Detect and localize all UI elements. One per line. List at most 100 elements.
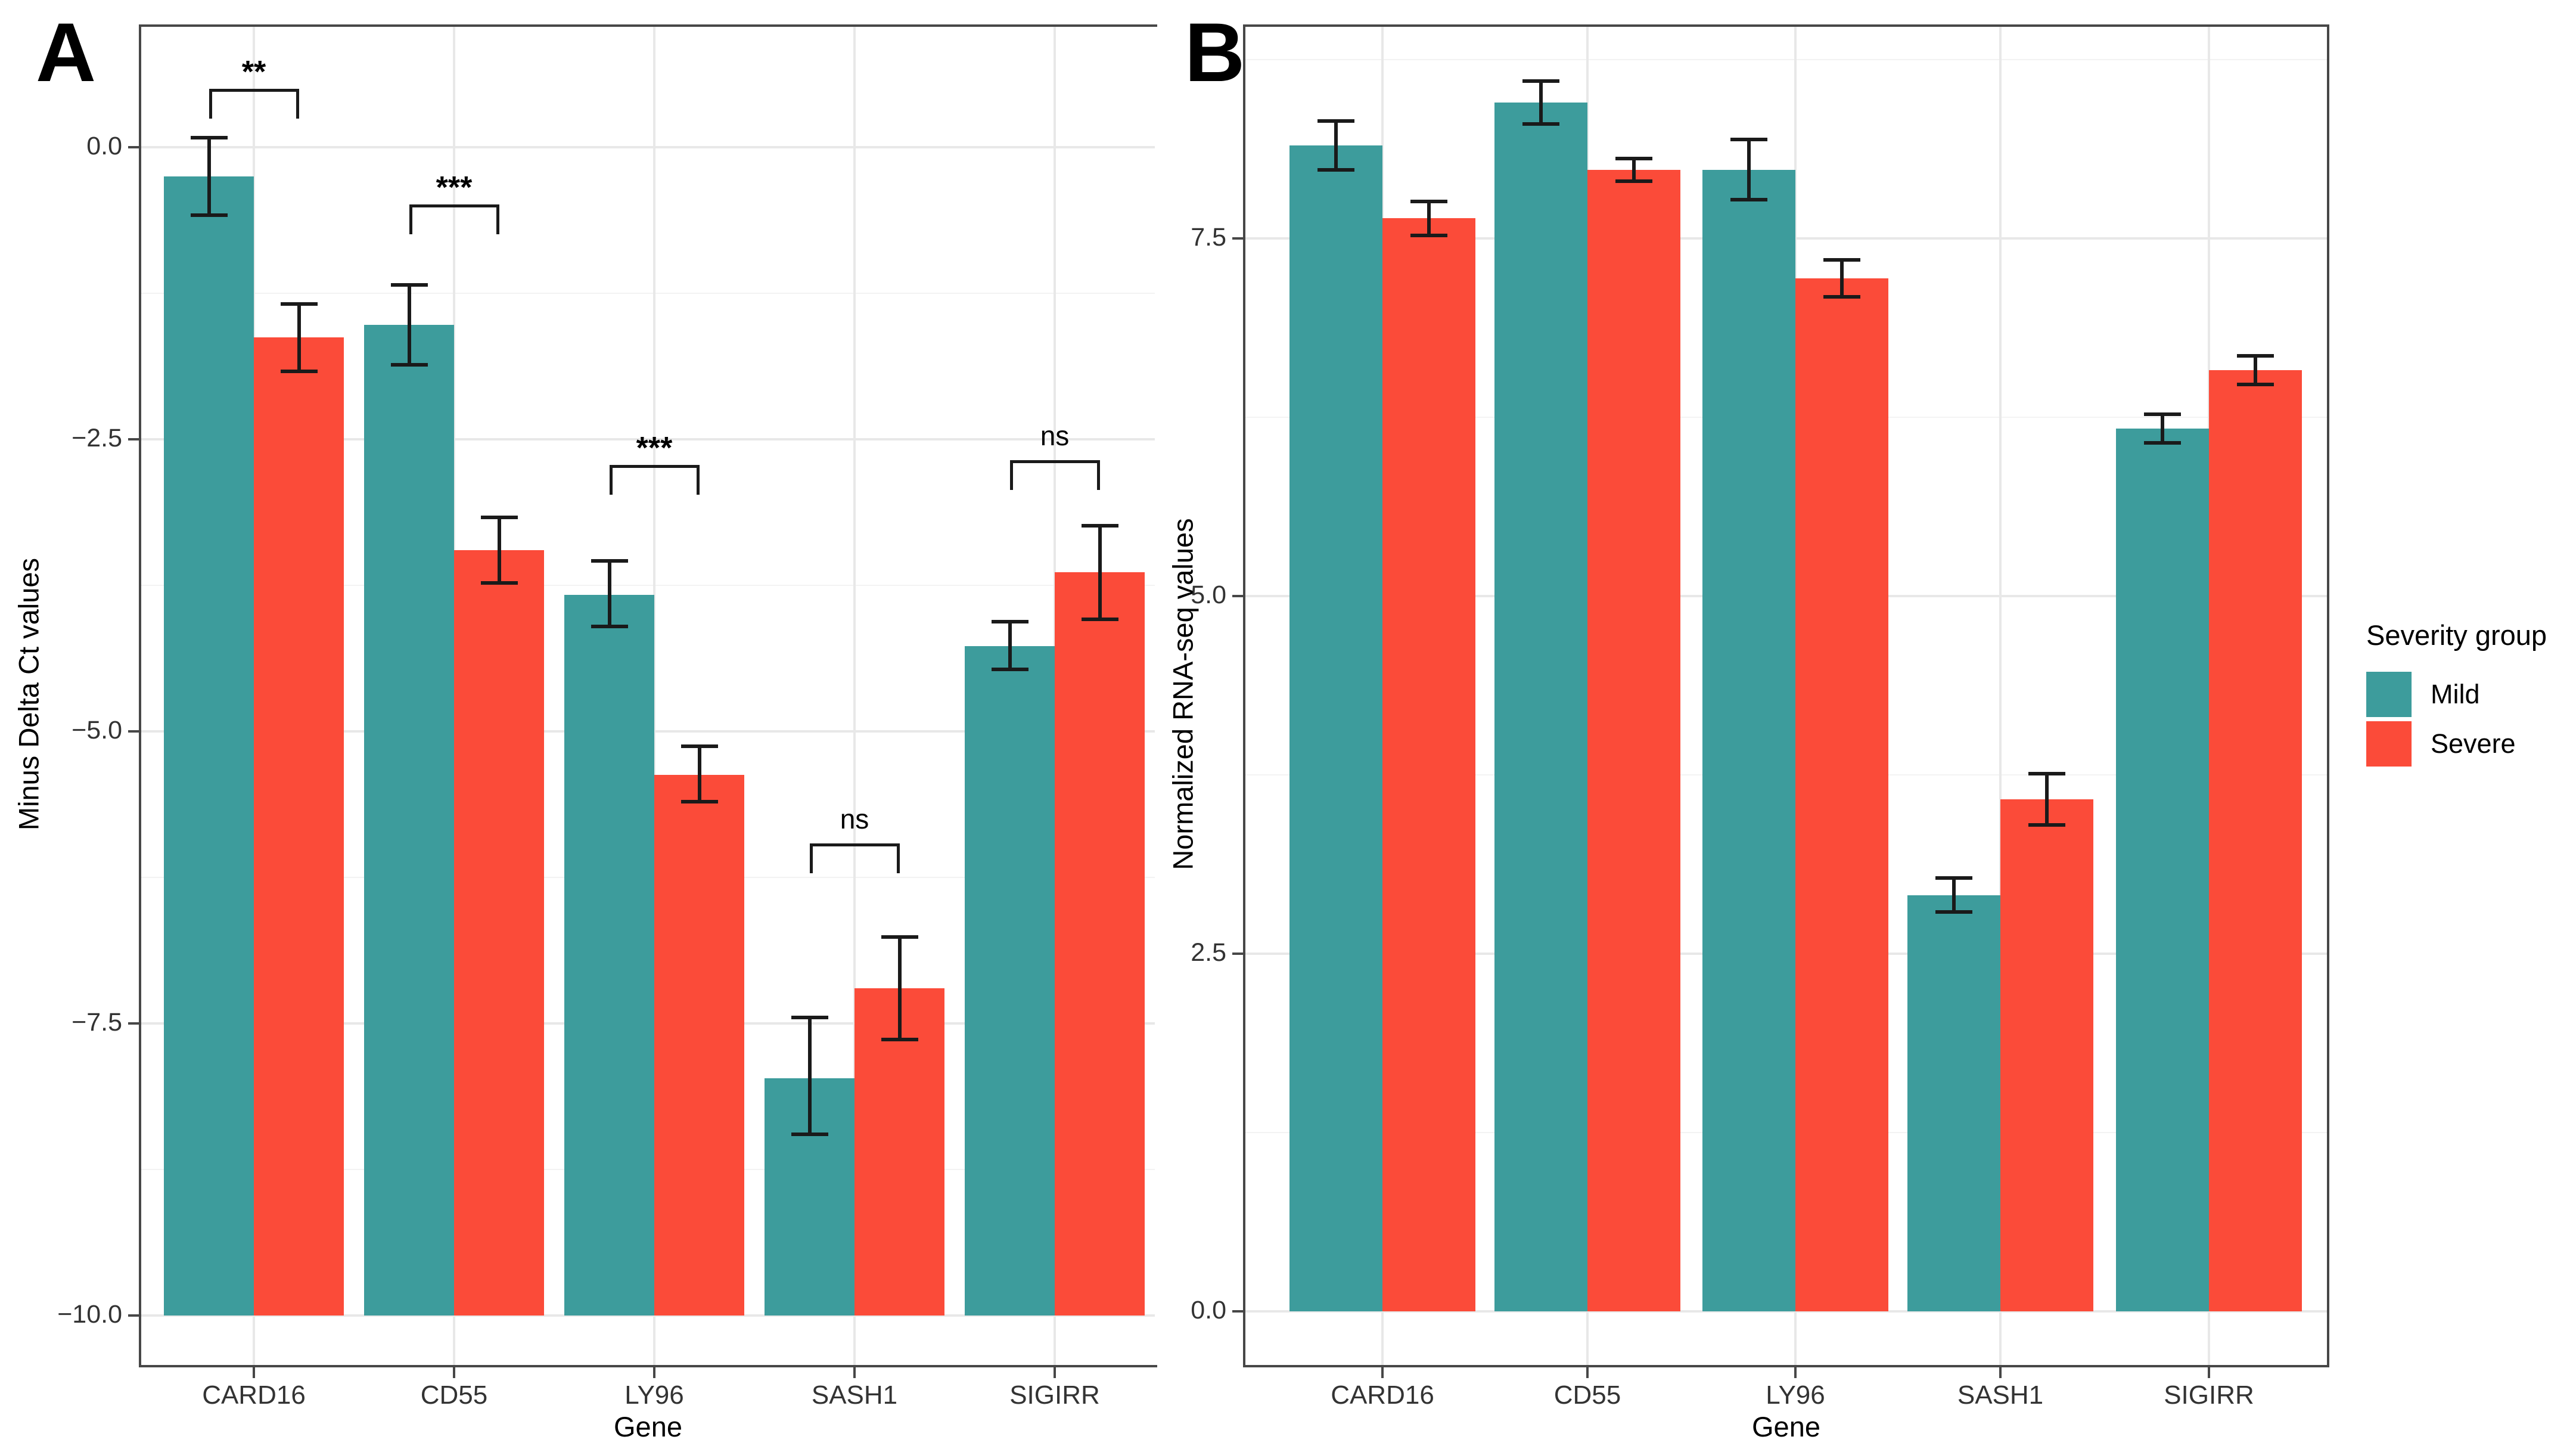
- bar-mild-SIGIRR: [965, 646, 1055, 1316]
- x-tick-mark: [853, 1367, 856, 1378]
- sig-bracket-leg: [809, 843, 813, 874]
- x-tick-label-SASH1: SASH1: [811, 1380, 898, 1410]
- error-bar-cap-top: [280, 302, 318, 306]
- y-tick-label: −7.5: [72, 1008, 122, 1037]
- bar-severe-CARD16: [254, 337, 344, 1316]
- sig-bracket-bar: [1009, 460, 1100, 464]
- y-tick-mark: [128, 1314, 139, 1317]
- error-bar-cap-top: [190, 136, 228, 140]
- x-tick-mark: [1381, 1367, 1384, 1378]
- bar-severe-SIGIRR: [2209, 370, 2302, 1311]
- sig-bracket-leg: [496, 204, 499, 235]
- error-bar-cap-bottom: [190, 213, 228, 217]
- y-tick-mark: [128, 438, 139, 440]
- axis-line-x: [1243, 1365, 2329, 1367]
- x-tick-label-CARD16: CARD16: [1331, 1380, 1434, 1410]
- error-bar-stem: [497, 517, 501, 584]
- y-axis-title: Normalized RNA-seq values: [1167, 518, 1199, 870]
- bar-mild-CARD16: [1289, 145, 1382, 1311]
- sig-bracket-leg: [409, 204, 412, 235]
- error-bar-cap-bottom: [480, 581, 518, 585]
- error-bar-cap-top: [791, 1016, 828, 1020]
- x-tick-mark: [1999, 1367, 2002, 1378]
- sig-bracket-leg: [896, 843, 900, 874]
- error-bar-cap-top: [480, 516, 518, 520]
- sig-bracket-bar: [809, 843, 900, 847]
- axis-line-y: [1243, 24, 1245, 1367]
- x-tick-mark: [653, 1367, 655, 1378]
- error-bar-stem: [807, 1017, 812, 1135]
- sig-label: ***: [636, 431, 673, 466]
- gridline-major: [1245, 1310, 2327, 1313]
- error-bar-cap-bottom: [881, 1038, 918, 1042]
- error-bar-cap-top: [991, 619, 1028, 623]
- sig-label: **: [241, 55, 266, 89]
- error-bar-cap-bottom: [280, 370, 318, 374]
- panel-border-right: [2327, 24, 2329, 1367]
- x-tick-label-SASH1: SASH1: [1957, 1380, 2044, 1410]
- sig-label: ns: [840, 803, 869, 835]
- bar-severe-LY96: [1795, 278, 1888, 1311]
- error-bar-cap-top: [680, 744, 718, 749]
- y-tick-mark: [128, 730, 139, 733]
- x-tick-label-CD55: CD55: [420, 1380, 488, 1410]
- y-tick-mark: [1232, 953, 1243, 955]
- bar-severe-SASH1: [2000, 799, 2093, 1311]
- error-bar-stem: [2045, 773, 2049, 825]
- y-tick-label: −5.0: [72, 716, 122, 744]
- y-tick-label: −10.0: [57, 1300, 122, 1329]
- error-bar-cap-bottom: [390, 362, 428, 367]
- error-bar-stem: [207, 138, 211, 215]
- error-bar-cap-bottom: [680, 799, 718, 803]
- error-bar-cap-top: [1935, 876, 1972, 880]
- legend-item-severe: Severe: [2363, 721, 2547, 767]
- error-bar-cap-bottom: [1730, 198, 1767, 202]
- error-bar-cap-bottom: [1317, 167, 1354, 172]
- legend-item-mild: Mild: [2363, 672, 2547, 717]
- y-tick-label: −2.5: [72, 424, 122, 452]
- mild-color-swatch: [2366, 672, 2412, 717]
- error-bar-cap-top: [881, 935, 918, 939]
- gridline-minor: [141, 293, 1155, 294]
- bar-mild-SASH1: [1907, 895, 2000, 1311]
- error-bar-stem: [1632, 158, 1636, 181]
- bar-mild-LY96: [564, 594, 654, 1316]
- error-bar-cap-bottom: [1522, 122, 1559, 126]
- bar-severe-CARD16: [1382, 218, 1475, 1311]
- panel-border-top: [1243, 24, 2329, 27]
- error-bar-cap-bottom: [1615, 179, 1652, 183]
- axis-line-y: [139, 24, 141, 1367]
- x-axis-title: Gene: [614, 1411, 682, 1442]
- legend-label-mild: Mild: [2431, 679, 2480, 709]
- x-tick-mark: [1586, 1367, 1589, 1378]
- error-bar-stem: [1539, 81, 1543, 124]
- bar-mild-SIGIRR: [2116, 429, 2209, 1311]
- y-tick-label: 7.5: [1191, 223, 1226, 252]
- x-tick-label-SIGIRR: SIGIRR: [2164, 1380, 2254, 1410]
- legend-title: Severity group: [2366, 619, 2547, 651]
- error-bar-cap-bottom: [991, 668, 1028, 672]
- sig-bracket-leg: [696, 465, 700, 495]
- error-bar-stem: [1334, 121, 1338, 170]
- error-bar-stem: [1098, 526, 1102, 619]
- error-bar-stem: [2161, 414, 2164, 443]
- gridline-vertical: [653, 27, 655, 1365]
- gridline-vertical: [853, 27, 856, 1365]
- severe-color-swatch: [2366, 721, 2412, 767]
- x-tick-mark: [453, 1367, 455, 1378]
- sig-bracket-leg: [1096, 460, 1100, 491]
- error-bar-cap-bottom: [1081, 617, 1118, 621]
- y-tick-label: 5.0: [1191, 581, 1226, 609]
- x-tick-label-LY96: LY96: [1766, 1380, 1825, 1410]
- x-tick-mark: [2208, 1367, 2210, 1378]
- error-bar-stem: [407, 285, 411, 365]
- gridline-major: [141, 438, 1155, 440]
- error-bar-stem: [1952, 877, 1956, 913]
- y-tick-mark: [1232, 237, 1243, 240]
- bar-mild-CD55: [1494, 103, 1587, 1311]
- error-bar-cap-bottom: [791, 1133, 828, 1137]
- bar-mild-CARD16: [164, 176, 254, 1316]
- y-tick-mark: [1232, 1310, 1243, 1313]
- sig-bracket-leg: [209, 89, 212, 119]
- error-bar-cap-top: [591, 559, 628, 563]
